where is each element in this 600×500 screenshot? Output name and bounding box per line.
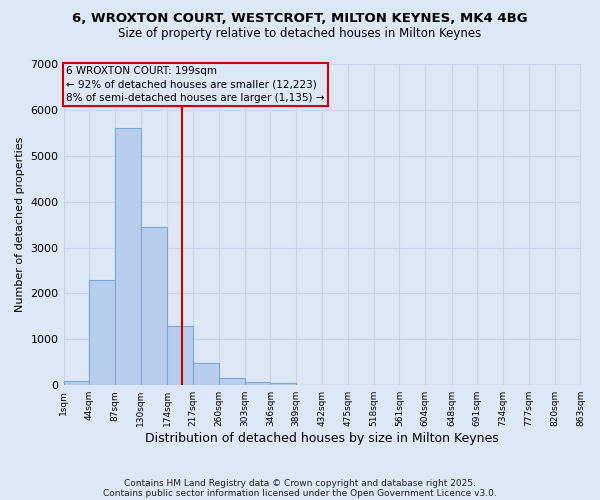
Text: Contains public sector information licensed under the Open Government Licence v3: Contains public sector information licen… [103, 488, 497, 498]
Bar [141, 227, 167, 385]
Bar [115, 128, 141, 385]
Bar [193, 363, 219, 385]
Bar [64, 380, 89, 385]
Bar [89, 280, 115, 385]
Text: 6 WROXTON COURT: 199sqm
← 92% of detached houses are smaller (12,223)
8% of semi: 6 WROXTON COURT: 199sqm ← 92% of detache… [66, 66, 325, 102]
Bar [245, 382, 271, 385]
Text: 6, WROXTON COURT, WESTCROFT, MILTON KEYNES, MK4 4BG: 6, WROXTON COURT, WESTCROFT, MILTON KEYN… [72, 12, 528, 26]
Bar [167, 326, 193, 385]
Bar [271, 383, 296, 385]
Text: Contains HM Land Registry data © Crown copyright and database right 2025.: Contains HM Land Registry data © Crown c… [124, 478, 476, 488]
Y-axis label: Number of detached properties: Number of detached properties [15, 137, 25, 312]
Text: Size of property relative to detached houses in Milton Keynes: Size of property relative to detached ho… [118, 28, 482, 40]
Bar [219, 378, 245, 385]
X-axis label: Distribution of detached houses by size in Milton Keynes: Distribution of detached houses by size … [145, 432, 499, 445]
